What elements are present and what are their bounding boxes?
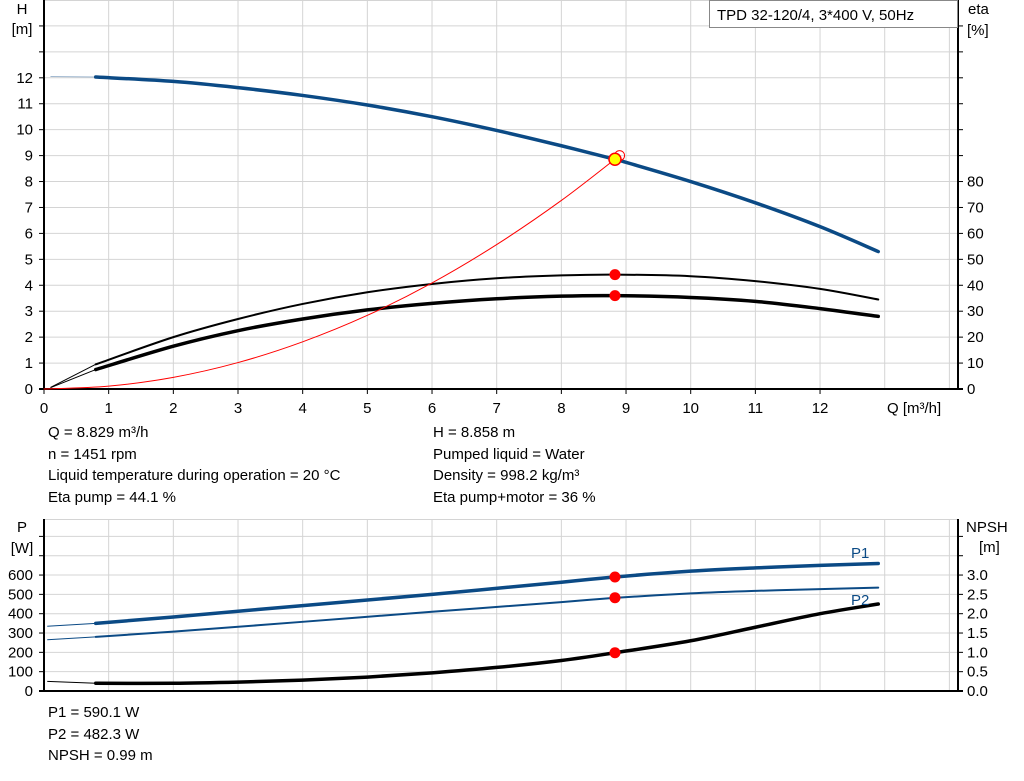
curve-eta_pump-extension xyxy=(50,363,96,388)
title-box xyxy=(709,0,958,28)
y-tick-label: 0 xyxy=(25,381,33,398)
p2-marker xyxy=(609,592,621,604)
y2-tick-label: 0.5 xyxy=(967,664,988,681)
y2-axis-label-eta: eta xyxy=(968,1,990,18)
y-tick-label: 12 xyxy=(16,70,33,87)
y2-tick-label: 10 xyxy=(967,355,984,372)
info-speed: n = 1451 rpm xyxy=(48,445,137,463)
info-eta-pump: Eta pump = 44.1 % xyxy=(48,488,176,506)
info-p1: P1 = 590.1 W xyxy=(48,704,140,721)
y2-tick-label: 80 xyxy=(967,174,984,191)
curve-system_curve xyxy=(43,155,621,390)
y2-tick-label: 2.5 xyxy=(967,586,988,603)
x-tick-label: 3 xyxy=(234,400,242,417)
y2-tick-label: 30 xyxy=(967,303,984,320)
info-density: Density = 998.2 kg/m³ xyxy=(433,467,580,484)
y2-tick-label: 20 xyxy=(967,329,984,346)
y-tick-label: 1 xyxy=(25,355,33,372)
x-tick-label: 8 xyxy=(557,400,565,417)
y-tick-label: 3 xyxy=(25,303,33,320)
info-eta-pump-motor: Eta pump+motor = 36 % xyxy=(433,488,596,506)
y2-tick-label: 3.0 xyxy=(967,567,988,584)
y-tick-label: 600 xyxy=(8,567,33,584)
y-axis-label-p: P xyxy=(17,519,27,536)
x-tick-label: 5 xyxy=(363,400,371,417)
x-tick-label: 9 xyxy=(622,400,630,417)
info-top-right: H = 8.858 m Pumped liquid = Water Densit… xyxy=(433,422,596,508)
y2-tick-label: 1.5 xyxy=(967,625,988,642)
series-label-p2: P2 xyxy=(851,592,869,609)
x-tick-label: 1 xyxy=(104,400,112,417)
y-tick-label: 4 xyxy=(25,277,33,294)
y-tick-label: 6 xyxy=(25,225,33,242)
x-tick-label: 7 xyxy=(493,400,501,417)
x-tick-label: 10 xyxy=(682,400,699,417)
y2-axis-label-npsh: NPSH xyxy=(966,519,1008,536)
y2-tick-label: 0.0 xyxy=(967,683,988,700)
p1-marker xyxy=(609,571,621,583)
y-axis-unit-p: [W] xyxy=(11,540,34,557)
info-bottom: P1 = 590.1 W P2 = 482.3 W NPSH = 0.99 m xyxy=(48,702,153,767)
x-tick-label: 12 xyxy=(812,400,829,417)
y-tick-label: 9 xyxy=(25,148,33,165)
x-tick-label: 4 xyxy=(299,400,307,417)
y-tick-label: 200 xyxy=(8,644,33,661)
y-axis-unit-h: [m] xyxy=(12,21,33,38)
y-tick-label: 7 xyxy=(25,199,33,216)
y2-axis-unit-eta: [%] xyxy=(967,22,989,39)
y2-tick-label: 50 xyxy=(967,251,984,268)
curve-eta_pump xyxy=(94,273,880,366)
y2-axis-unit-npsh: [m] xyxy=(979,539,1000,556)
y-tick-label: 5 xyxy=(25,251,33,268)
info-pumped-liquid: Pumped liquid = Water xyxy=(433,445,585,463)
y-tick-label: 10 xyxy=(16,122,33,139)
curve-NPSH-extension xyxy=(47,680,96,684)
y-tick-label: 11 xyxy=(17,96,33,113)
y2-tick-label: 2.0 xyxy=(967,606,988,623)
info-head: H = 8.858 m xyxy=(433,424,516,441)
y2-tick-label: 1.0 xyxy=(967,644,988,661)
eta-pump-marker xyxy=(609,269,621,281)
x-axis-label-q: Q [m³/h] xyxy=(887,400,941,417)
curve-P2-extension xyxy=(47,636,96,641)
y2-tick-label: 0 xyxy=(967,381,975,398)
y-tick-label: 100 xyxy=(8,664,33,681)
info-p2: P2 = 482.3 W xyxy=(48,725,140,743)
chart-title: TPD 32-120/4, 3*400 V, 50Hz xyxy=(717,7,914,24)
x-tick-label: 6 xyxy=(428,400,436,417)
y-tick-label: 500 xyxy=(8,586,33,603)
y-tick-label: 0 xyxy=(25,683,33,700)
curve-eta_pump_motor-extension xyxy=(50,369,96,389)
y2-tick-label: 60 xyxy=(967,225,984,242)
y-tick-label: 2 xyxy=(25,329,33,346)
curve-H-extension xyxy=(50,76,96,78)
series-label-p1: P1 xyxy=(851,545,869,562)
info-npsh: NPSH = 0.99 m xyxy=(48,747,153,764)
y-tick-label: 400 xyxy=(8,606,33,623)
eta-pump-motor-marker xyxy=(609,290,621,302)
curve-P1-extension xyxy=(47,622,96,627)
x-tick-label: 2 xyxy=(169,400,177,417)
x-tick-label: 0 xyxy=(40,400,48,417)
duty-point-marker xyxy=(608,152,622,167)
x-tick-label: 11 xyxy=(748,400,764,417)
info-liquid-temp: Liquid temperature during operation = 20… xyxy=(48,467,341,484)
curve-P1 xyxy=(93,561,880,626)
info-top-left: Q = 8.829 m³/h n = 1451 rpm Liquid tempe… xyxy=(48,422,340,508)
curve-H xyxy=(93,75,880,254)
y-tick-label: 300 xyxy=(8,625,33,642)
y-tick-label: 8 xyxy=(25,174,33,191)
power-npsh-chart: 0 100 200 300 400 500 600 0.0 0.5 1.0 1.5 2.0 2.5 3.0 xyxy=(8,519,988,700)
y2-tick-label: 40 xyxy=(967,277,984,294)
curve-NPSH xyxy=(93,602,880,686)
info-flow: Q = 8.829 m³/h xyxy=(48,424,149,441)
curve-P2 xyxy=(94,586,880,638)
y-axis-label-h: H xyxy=(17,1,28,18)
y2-tick-label: 70 xyxy=(967,199,984,216)
npsh-marker xyxy=(609,647,621,659)
curve-eta_pump_motor xyxy=(93,293,880,372)
